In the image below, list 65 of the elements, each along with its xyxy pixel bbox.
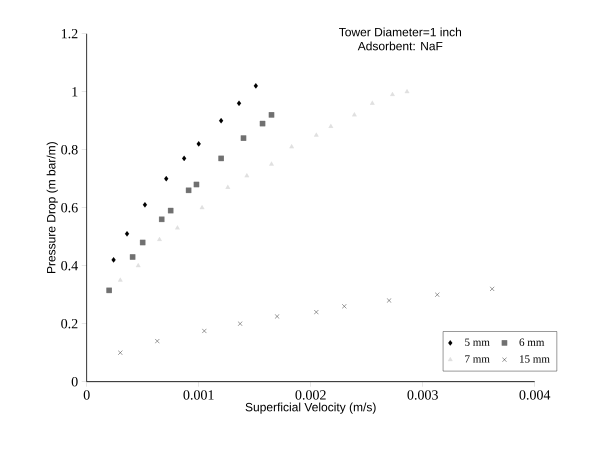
x-tick-label: 0.003 [407,390,438,400]
x-axis-title: Superficial Velocity (m/s) [246,402,376,414]
point [168,208,174,214]
point [194,182,200,188]
point [289,144,294,148]
point [238,321,242,326]
point [386,298,392,303]
point [130,254,136,260]
y-tick-label: 0 [72,376,78,386]
point [404,88,410,94]
point [342,304,347,309]
point [106,288,112,294]
point [260,120,266,126]
point [240,135,246,141]
point [111,257,116,263]
point [157,236,162,242]
point [154,338,160,344]
point [140,240,146,246]
point [328,124,334,128]
point [390,92,395,96]
legend-label: 5 mm [465,338,490,346]
legend-label: 7 mm [465,355,490,363]
chart-title: Tower Diameter=1 inch [339,28,462,36]
point [174,225,180,230]
x-tick-label: 0 [84,390,90,400]
point [182,156,186,162]
point [218,118,224,124]
point [269,161,274,166]
y-tick-label: 0.6 [61,202,78,212]
point [352,112,357,116]
point [196,141,201,147]
point [124,231,130,237]
point [118,277,123,282]
point [225,184,230,189]
point [244,173,250,178]
point [268,112,274,118]
legend-label: 15 mm [520,355,550,363]
point [200,204,205,210]
y-tick-label: 1 [72,87,78,96]
x-tick-label: 0.001 [183,390,214,400]
y-tick-label: 0.4 [61,260,78,270]
point [186,188,192,194]
text: Adsorbent: NaF [358,42,442,50]
point [254,83,258,89]
point [274,314,280,319]
point [314,310,319,314]
point [236,100,242,106]
point [164,176,168,182]
x-tick-label: 0.004 [519,390,550,400]
point [158,216,165,222]
point [136,262,141,268]
point [118,350,123,356]
y-tick-label: 0.2 [61,318,78,328]
point [314,132,319,137]
y-tick-label: 1.2 [62,28,78,38]
point [370,100,375,105]
point [218,156,224,162]
point [142,202,148,208]
y-tick-label: 0.8 [61,144,78,154]
x-tick-label: 0.002 [295,390,326,400]
point [434,292,440,298]
point [490,286,494,292]
legend-label: 6 mm [520,338,544,346]
y-axis-title: Pressure Drop (m bar/m) [46,142,58,274]
point [202,328,207,334]
